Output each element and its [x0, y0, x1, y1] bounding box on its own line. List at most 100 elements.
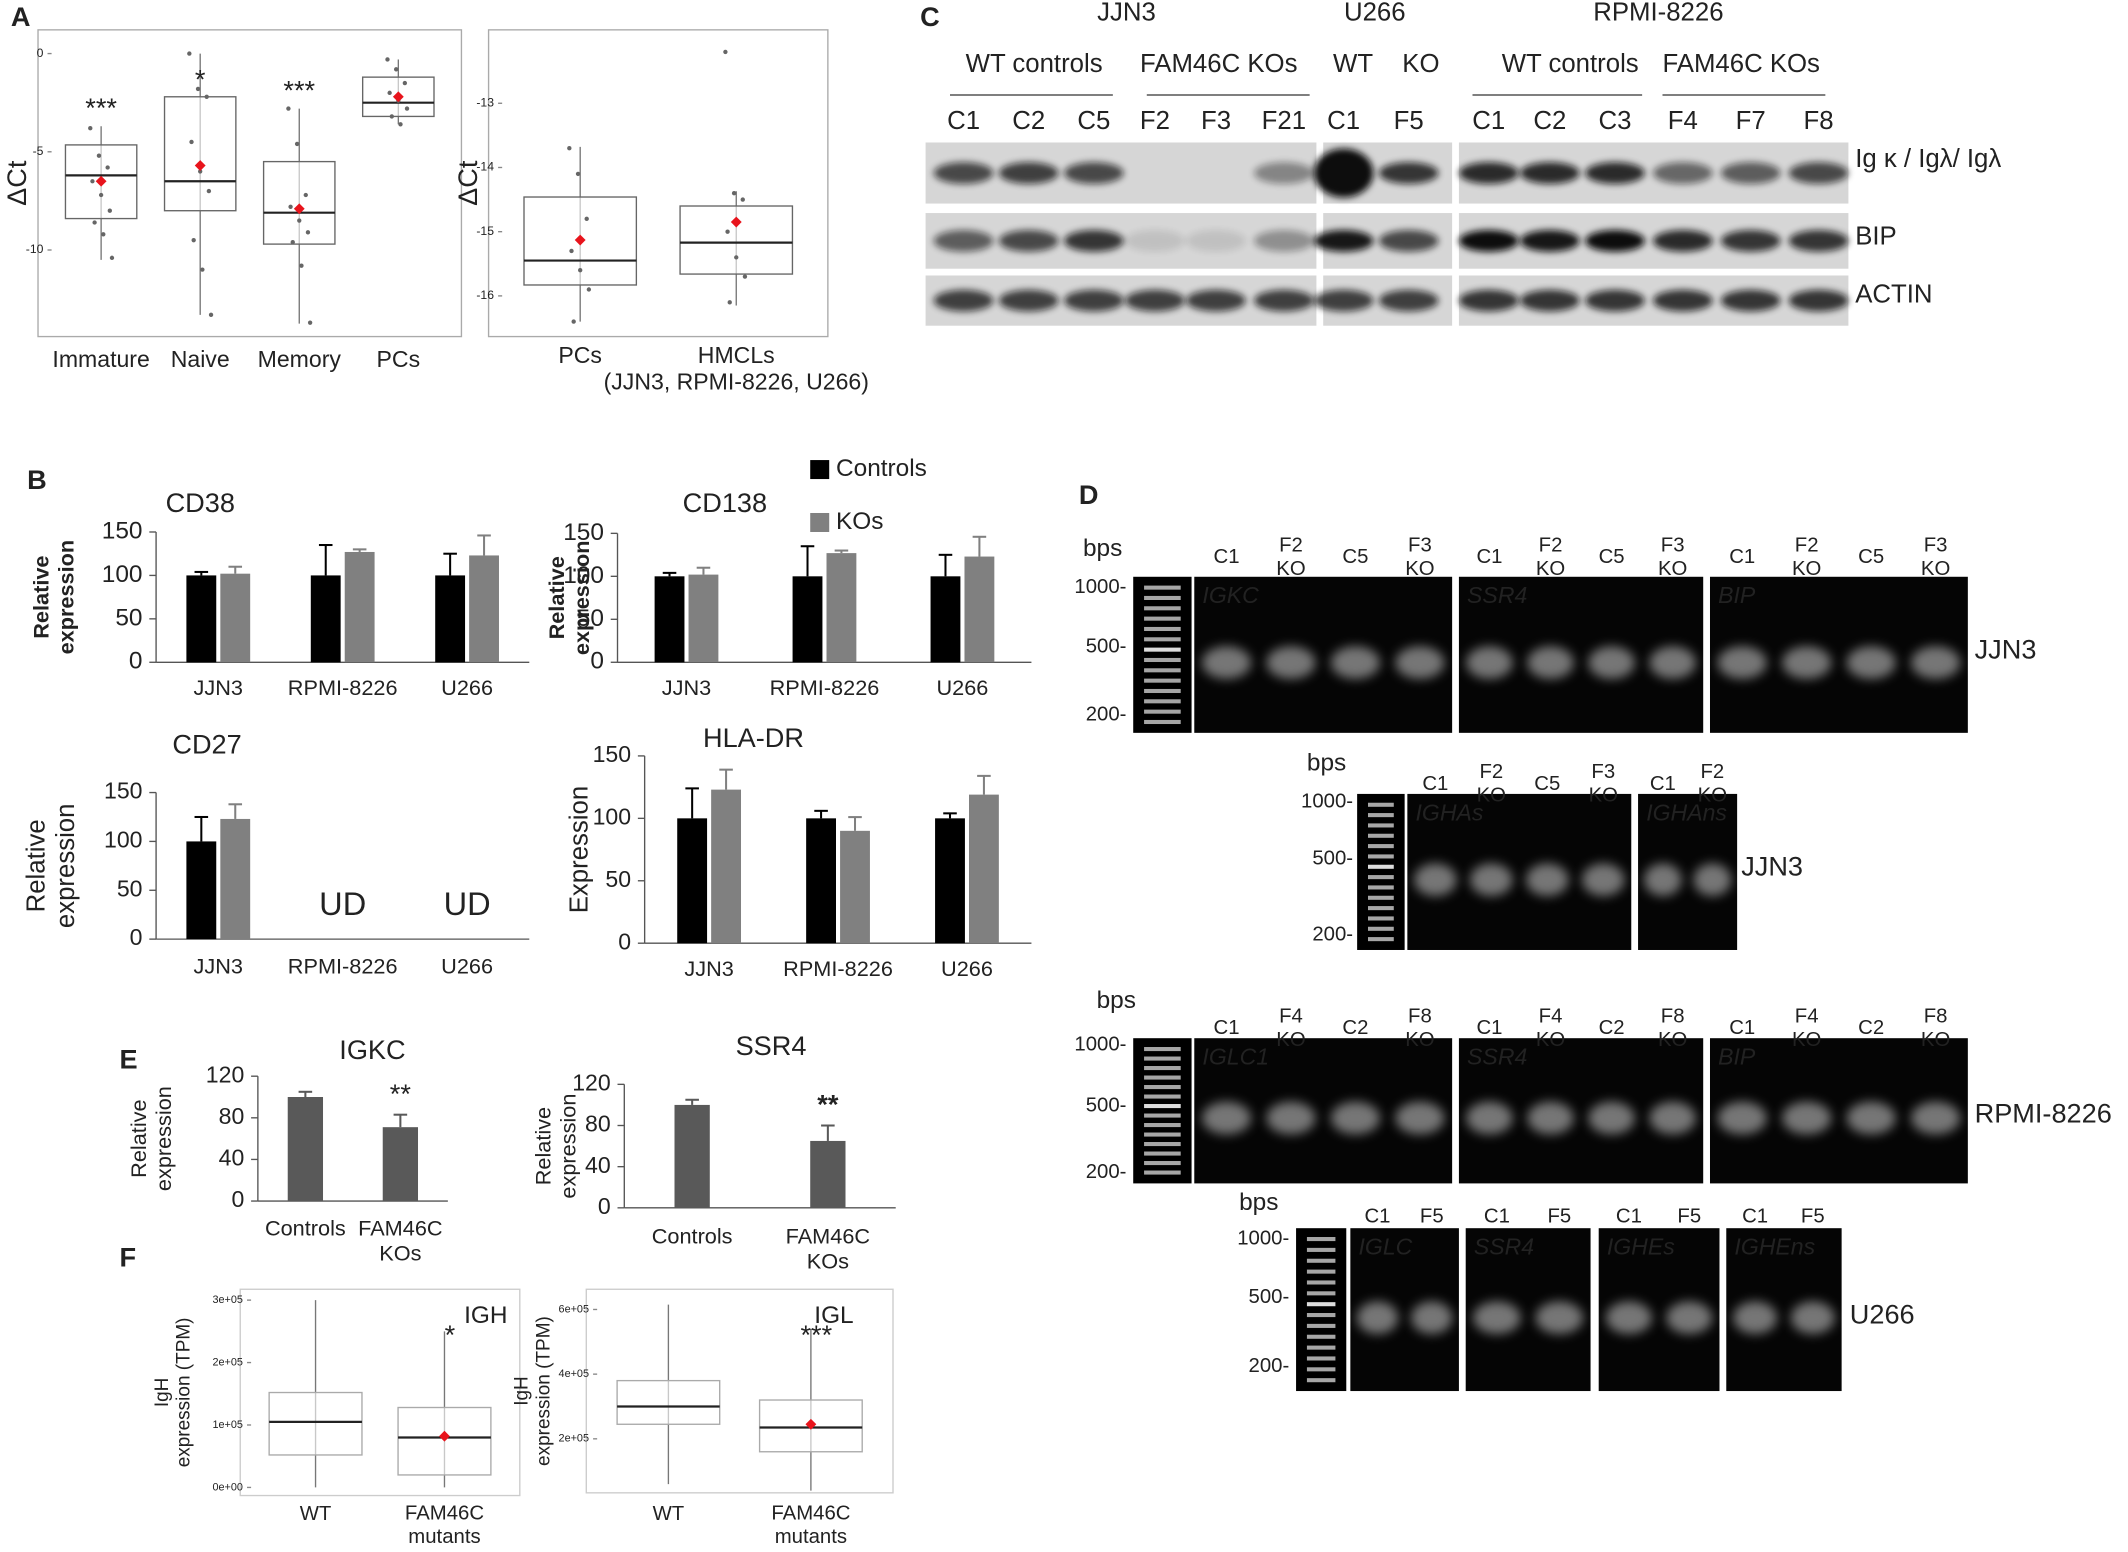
blot-band: [1378, 230, 1439, 252]
bps-label: bps: [1083, 535, 1122, 562]
data-point: [586, 287, 592, 292]
bar: [220, 818, 251, 940]
ladder-label: 500-: [1086, 636, 1127, 658]
y-tick-label: 120: [572, 1069, 610, 1095]
mean-marker: [439, 1430, 450, 1442]
mean-marker: [293, 203, 305, 215]
data-point: [88, 126, 93, 131]
lane-label: F8: [1804, 107, 1834, 135]
annotation: UD: [444, 886, 491, 922]
lane-label: F5: [1677, 1206, 1701, 1228]
x-tick-label: U266: [441, 675, 493, 700]
x-tick-label: U266: [936, 675, 988, 700]
ladder-band: [1367, 906, 1394, 911]
gel-target: IGHEns: [1734, 1234, 1815, 1260]
bar: [677, 818, 708, 944]
y-tick-label: 0: [590, 648, 604, 675]
panel-label: A: [11, 1, 31, 32]
blot-band: [1652, 289, 1713, 312]
data-point: [98, 192, 104, 198]
chart-title: HLA-DR: [703, 722, 804, 753]
ladder-band: [1367, 802, 1394, 807]
data-point: [307, 320, 313, 325]
bar: [654, 576, 685, 663]
data-point: [731, 190, 737, 196]
y-tick-label: 0: [129, 648, 143, 675]
lane-label: C2: [1599, 1017, 1625, 1039]
lane-label: C2: [1342, 1017, 1368, 1039]
ladder-band: [1306, 1323, 1336, 1328]
data-point: [584, 216, 589, 222]
lane-label: C5: [1599, 546, 1625, 568]
lane-label: F2 KO: [1698, 762, 1727, 807]
y-tick-label: 40: [585, 1152, 611, 1178]
y-axis-label: ΔCt: [1, 160, 32, 206]
lane-label: C1: [1364, 1206, 1390, 1228]
ladder-band: [1144, 709, 1181, 714]
ladder-label: 200-: [1086, 704, 1127, 726]
gel-ladder: [1296, 1228, 1347, 1392]
data-point: [305, 230, 311, 235]
ladder-band: [1367, 926, 1394, 931]
gel-band: [1411, 1301, 1453, 1335]
gel-band: [1395, 1101, 1445, 1135]
plot-frame: [585, 1288, 894, 1494]
lane-label: F2 KO: [1477, 762, 1506, 807]
x-tick-label: Controls: [265, 1215, 346, 1240]
bar: [840, 830, 870, 944]
gel-band: [1202, 1101, 1252, 1135]
gel-target: SSR4: [1474, 1234, 1534, 1260]
blot-band: [1585, 289, 1645, 312]
bar: [469, 555, 499, 663]
blot-band: [1519, 230, 1580, 252]
chart-title: SSR4: [736, 1030, 807, 1061]
ladder-band: [1144, 1047, 1181, 1052]
blot-band: [1458, 289, 1519, 312]
ladder-label: 500-: [1086, 1094, 1127, 1116]
y-tick-label: -14: [476, 160, 494, 174]
x-tick-label: Immature: [52, 346, 149, 372]
chart-title: CD27: [172, 729, 241, 760]
ladder-band: [1144, 595, 1181, 601]
y-tick-label: 0: [231, 1186, 244, 1212]
gel-target: IGHEs: [1607, 1234, 1675, 1260]
blot-band: [1313, 230, 1374, 252]
gel-band: [1790, 1301, 1835, 1335]
lane-label: F2 KO: [1792, 535, 1821, 580]
y-tick-label: 80: [219, 1103, 245, 1129]
lane-label: F4 KO: [1276, 1006, 1305, 1051]
blot-band: [1788, 230, 1849, 252]
y-axis-label: IgHexpression (TPM): [152, 1317, 195, 1467]
chart-title: CD138: [683, 487, 767, 518]
y-tick-label: 50: [577, 605, 604, 632]
ladder-band: [1144, 1094, 1181, 1099]
gel-band: [1693, 863, 1732, 897]
ladder-band: [1144, 688, 1181, 694]
ladder-band: [1306, 1302, 1336, 1307]
lane-label: F8 KO: [1405, 1006, 1434, 1051]
lane-label: C1: [947, 107, 980, 135]
y-tick-label: 3e+05: [212, 1294, 242, 1306]
gel-band: [1466, 1101, 1513, 1135]
ladder-band: [1144, 1132, 1181, 1137]
ladder-band: [1367, 823, 1394, 828]
y-tick-label: -10: [26, 242, 44, 256]
bar: [826, 553, 857, 663]
lane-label: F3 KO: [1589, 762, 1618, 807]
group-label: KO: [1402, 50, 1439, 78]
gel-band: [1395, 646, 1445, 679]
gel-band: [1527, 1101, 1574, 1135]
lane-label: C5: [1077, 107, 1110, 135]
ladder-band: [1306, 1280, 1336, 1285]
data-point: [398, 122, 403, 127]
lane-label: C1: [1476, 1017, 1502, 1039]
y-axis-label: Relativeexpression: [22, 804, 80, 929]
y-tick-label: 100: [593, 803, 631, 829]
mean-marker: [392, 91, 404, 103]
data-point: [387, 90, 392, 96]
mean-marker: [730, 216, 742, 228]
bps-label: bps: [1239, 1189, 1278, 1216]
ladder-band: [1144, 1104, 1181, 1109]
x-tick-label: FAM46C mutants: [771, 1503, 850, 1548]
gel-band: [1649, 1101, 1696, 1135]
